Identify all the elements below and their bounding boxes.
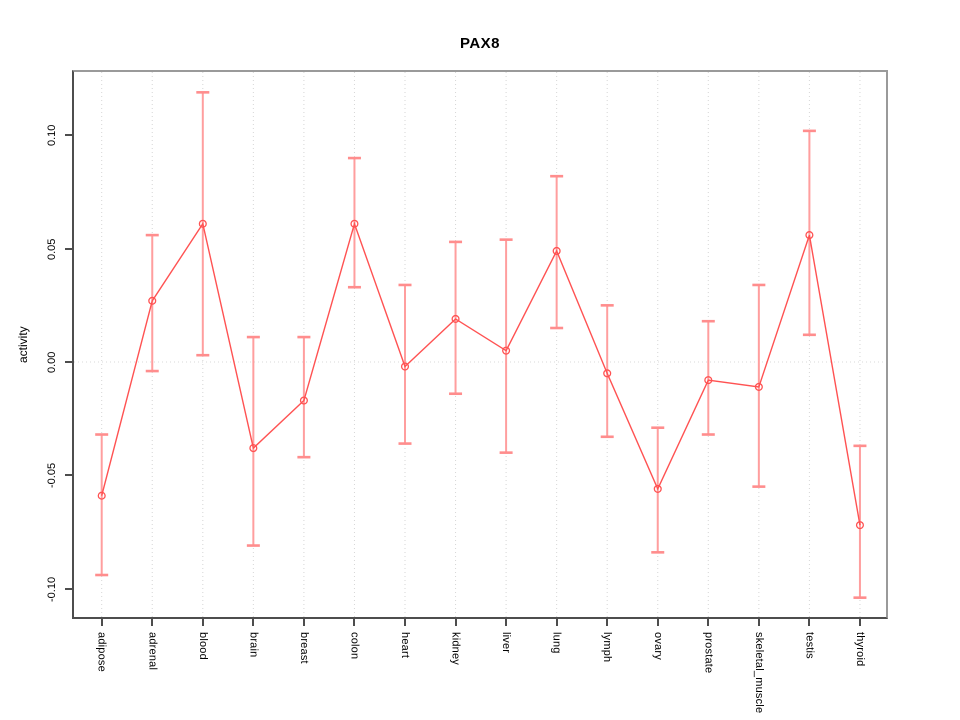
x-tick <box>100 619 103 626</box>
data-point-adipose <box>97 491 106 500</box>
data-point-breast <box>299 396 308 405</box>
data-point-ovary <box>653 484 662 493</box>
data-point-testis <box>805 231 814 240</box>
data-point-kidney <box>451 314 460 323</box>
x-tick-label-prostate: prostate <box>702 632 715 674</box>
data-point-colon <box>350 219 359 228</box>
x-tick-label-skeletal_muscle: skeletal_muscle <box>752 632 765 714</box>
y-tick-label: 0.00 <box>46 351 58 373</box>
data-point-brain <box>249 444 258 453</box>
x-tick <box>656 619 659 626</box>
y-tick-label: -0.10 <box>46 576 58 602</box>
chart-plot-area <box>72 70 888 619</box>
x-tick-label-adrenal: adrenal <box>146 632 159 671</box>
data-point-skeletal_muscle <box>754 382 763 391</box>
chart-title: PAX8 <box>459 35 501 52</box>
x-tick <box>858 619 861 626</box>
data-line <box>101 221 861 526</box>
data-point-blood <box>198 219 207 228</box>
y-tick-label: -0.05 <box>46 462 58 488</box>
data-point-lung <box>552 246 561 256</box>
x-tick-label-kidney: kidney <box>449 632 462 665</box>
x-tick <box>404 619 406 626</box>
y-axis-label: activity <box>16 326 30 364</box>
x-tick-label-blood: blood <box>196 632 209 660</box>
x-tick-label-thyroid: thyroid <box>853 632 866 667</box>
x-tick-label-colon: colon <box>348 632 361 660</box>
data-point-heart <box>400 362 410 371</box>
y-tick <box>65 247 72 250</box>
y-tick <box>65 134 72 137</box>
y-tick <box>65 361 72 363</box>
x-tick-label-brain: brain <box>247 632 260 658</box>
x-tick <box>707 619 710 626</box>
x-tick <box>555 619 558 626</box>
x-tick-label-heart: heart <box>399 632 411 659</box>
x-tick-label-testis: testis <box>803 632 816 659</box>
x-tick <box>201 619 204 626</box>
data-point-thyroid <box>855 521 864 530</box>
x-tick <box>302 619 305 626</box>
y-tick-label: 0.05 <box>46 237 58 260</box>
x-tick <box>757 619 760 626</box>
x-tick-label-breast: breast <box>297 632 310 664</box>
y-tick <box>65 474 72 477</box>
data-point-adrenal <box>148 296 157 305</box>
x-tick <box>151 619 154 626</box>
x-tick-label-adipose: adipose <box>95 632 108 672</box>
data-point-liver <box>502 346 511 355</box>
y-tick-label: 0.10 <box>46 124 58 147</box>
x-tick-label-lymph: lymph <box>601 632 614 663</box>
x-tick-label-lung: lung <box>550 632 563 654</box>
data-point-lymph <box>603 369 612 378</box>
x-tick <box>353 619 356 626</box>
x-tick <box>808 619 811 626</box>
data-point-prostate <box>704 376 713 385</box>
x-tick <box>252 619 255 626</box>
x-tick <box>454 619 457 626</box>
x-tick-label-liver: liver <box>500 632 513 654</box>
x-tick-label-ovary: ovary <box>651 632 664 660</box>
x-tick <box>505 619 508 626</box>
x-tick <box>606 619 609 626</box>
y-tick <box>65 587 72 590</box>
chart-canvas <box>74 72 886 617</box>
